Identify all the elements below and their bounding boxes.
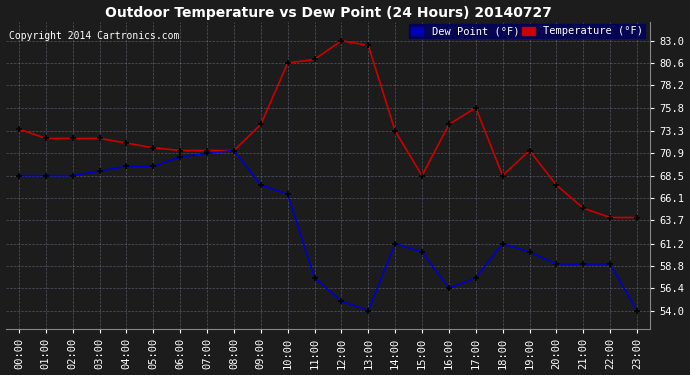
Legend: Dew Point (°F), Temperature (°F): Dew Point (°F), Temperature (°F) (408, 24, 645, 38)
Title: Outdoor Temperature vs Dew Point (24 Hours) 20140727: Outdoor Temperature vs Dew Point (24 Hou… (105, 6, 551, 20)
Text: Copyright 2014 Cartronics.com: Copyright 2014 Cartronics.com (9, 32, 179, 41)
